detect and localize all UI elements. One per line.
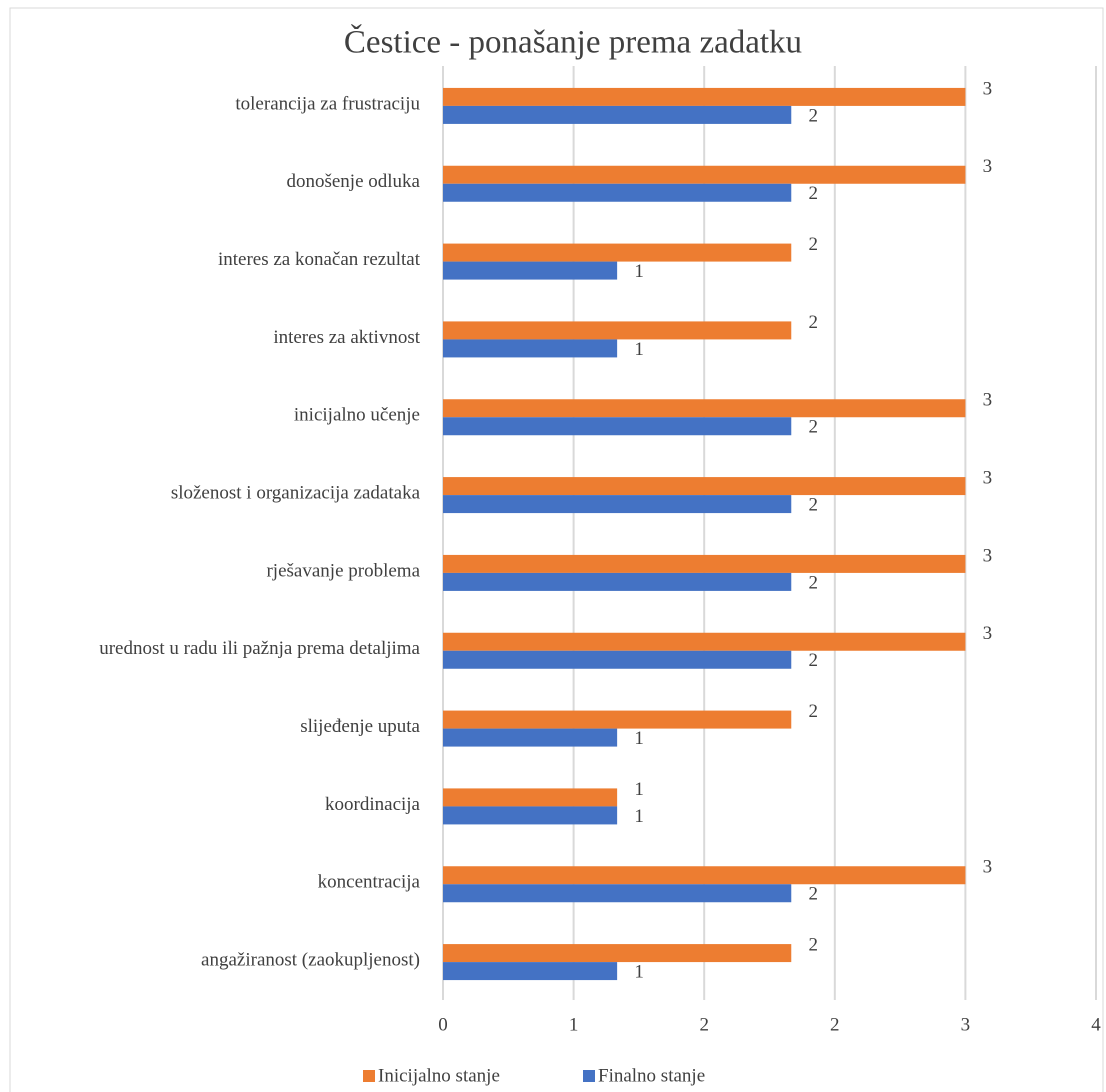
bar bbox=[443, 866, 966, 885]
y-tick-label: inicijalno učenje bbox=[294, 405, 420, 426]
data-label: 3 bbox=[983, 156, 993, 177]
data-label: 2 bbox=[809, 701, 819, 722]
bar bbox=[443, 261, 618, 280]
data-label: 3 bbox=[983, 857, 993, 878]
data-label: 2 bbox=[809, 417, 819, 438]
data-label: 2 bbox=[809, 650, 819, 671]
bar bbox=[443, 806, 618, 825]
bar bbox=[443, 788, 618, 807]
y-tick-label: donošenje odluka bbox=[286, 171, 420, 192]
y-tick-label: slijeđenje uputa bbox=[300, 716, 420, 737]
bar bbox=[443, 495, 792, 514]
bar bbox=[443, 477, 966, 496]
legend-swatch bbox=[363, 1070, 375, 1082]
bar bbox=[443, 728, 618, 747]
bar bbox=[443, 417, 792, 436]
bar bbox=[443, 399, 966, 418]
data-label: 2 bbox=[809, 934, 819, 955]
chart-title: Čestice - ponašanje prema zadatku bbox=[344, 23, 802, 61]
y-tick-label: angažiranost (zaokupljenost) bbox=[201, 949, 420, 970]
bar bbox=[443, 962, 618, 981]
bar bbox=[443, 884, 792, 903]
data-label: 1 bbox=[634, 728, 644, 749]
bar bbox=[443, 105, 792, 124]
data-label: 2 bbox=[809, 234, 819, 255]
y-tick-label: rješavanje problema bbox=[266, 560, 420, 581]
x-tick-label: 1 bbox=[569, 1014, 579, 1035]
bar bbox=[443, 87, 966, 106]
data-label: 2 bbox=[809, 312, 819, 333]
bar bbox=[443, 632, 966, 651]
bar bbox=[443, 572, 792, 591]
data-label: 2 bbox=[809, 494, 819, 515]
data-label: 1 bbox=[634, 261, 644, 282]
data-label: 2 bbox=[809, 572, 819, 593]
data-label: 3 bbox=[983, 545, 993, 566]
legend-label: Finalno stanje bbox=[598, 1065, 705, 1086]
y-tick-label: tolerancija za frustraciju bbox=[235, 93, 420, 114]
bar bbox=[443, 243, 792, 262]
bar bbox=[443, 710, 792, 729]
legend-label: Inicijalno stanje bbox=[378, 1065, 500, 1086]
bar bbox=[443, 554, 966, 573]
x-tick-label: 4 bbox=[1091, 1014, 1101, 1035]
y-tick-label: koordinacija bbox=[325, 794, 421, 815]
x-tick-label: 3 bbox=[961, 1014, 971, 1035]
y-tick-label: koncentracija bbox=[318, 872, 421, 893]
data-label: 3 bbox=[983, 78, 993, 99]
data-label: 3 bbox=[983, 623, 993, 644]
x-tick-label: 0 bbox=[438, 1014, 448, 1035]
x-tick-label: 2 bbox=[699, 1014, 709, 1035]
data-label: 1 bbox=[634, 961, 644, 982]
data-label: 2 bbox=[809, 884, 819, 905]
bar bbox=[443, 165, 966, 184]
y-tick-label: interes za konačan rezultat bbox=[218, 249, 421, 270]
bar bbox=[443, 944, 792, 963]
x-tick-label: 2 bbox=[830, 1014, 840, 1035]
data-label: 1 bbox=[634, 339, 644, 360]
data-label: 1 bbox=[634, 779, 644, 800]
data-label: 3 bbox=[983, 467, 993, 488]
bar bbox=[443, 339, 618, 358]
legend-swatch bbox=[583, 1070, 595, 1082]
y-tick-label: urednost u radu ili pažnja prema detalji… bbox=[99, 638, 420, 659]
bar bbox=[443, 183, 792, 202]
data-label: 2 bbox=[809, 105, 819, 126]
bar bbox=[443, 321, 792, 340]
data-label: 3 bbox=[983, 390, 993, 411]
y-tick-label: interes za aktivnost bbox=[273, 327, 420, 348]
bar bbox=[443, 650, 792, 669]
data-label: 1 bbox=[634, 806, 644, 827]
y-tick-label: složenost i organizacija zadataka bbox=[171, 482, 421, 503]
data-label: 2 bbox=[809, 183, 819, 204]
